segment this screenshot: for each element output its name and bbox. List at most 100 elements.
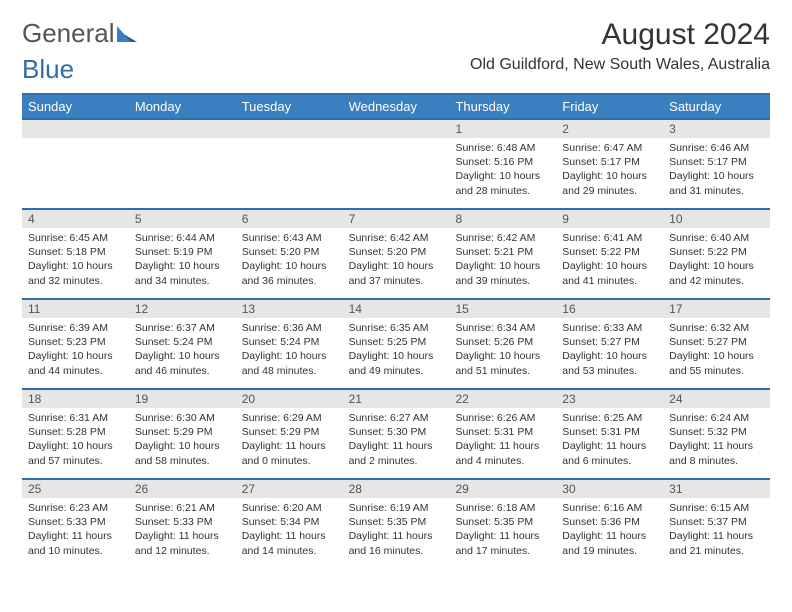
day-details: Sunrise: 6:20 AMSunset: 5:34 PMDaylight:… — [236, 498, 343, 562]
day-cell: 15Sunrise: 6:34 AMSunset: 5:26 PMDayligh… — [449, 300, 556, 388]
sunset-text: Sunset: 5:37 PM — [669, 515, 764, 529]
daylight-text: Daylight: 11 hours and 12 minutes. — [135, 529, 230, 557]
sunset-text: Sunset: 5:31 PM — [455, 425, 550, 439]
day-number: 4 — [22, 210, 129, 228]
day-cell: 10Sunrise: 6:40 AMSunset: 5:22 PMDayligh… — [663, 210, 770, 298]
sunrise-text: Sunrise: 6:45 AM — [28, 231, 123, 245]
daylight-text: Daylight: 11 hours and 17 minutes. — [455, 529, 550, 557]
day-details: Sunrise: 6:36 AMSunset: 5:24 PMDaylight:… — [236, 318, 343, 382]
day-cell: 31 Sunrise: 6:15 AMSunset: 5:37 PMDayligh… — [663, 480, 770, 568]
sunset-text: Sunset: 5:31 PM — [562, 425, 657, 439]
calendar-page: General August 2024 Old Guildford, New S… — [0, 0, 792, 586]
sunset-text: Sunset: 5:34 PM — [242, 515, 337, 529]
day-number: 30 — [556, 480, 663, 498]
day-cell: 5Sunrise: 6:44 AMSunset: 5:19 PMDaylight… — [129, 210, 236, 298]
dow-sunday: Sunday — [22, 95, 129, 118]
day-number: 19 — [129, 390, 236, 408]
day-cell: 3Sunrise: 6:46 AMSunset: 5:17 PMDaylight… — [663, 120, 770, 208]
sunset-text: Sunset: 5:35 PM — [349, 515, 444, 529]
day-details: Sunrise: 6:29 AMSunset: 5:29 PMDaylight:… — [236, 408, 343, 472]
sunset-text: Sunset: 5:30 PM — [349, 425, 444, 439]
sunrise-text: Sunrise: 6:32 AM — [669, 321, 764, 335]
daylight-text: Daylight: 11 hours and 19 minutes. — [562, 529, 657, 557]
daylight-text: Daylight: 10 hours and 49 minutes. — [349, 349, 444, 377]
daylight-text: Daylight: 11 hours and 6 minutes. — [562, 439, 657, 467]
day-details: Sunrise: 6:30 AMSunset: 5:29 PMDaylight:… — [129, 408, 236, 472]
sunset-text: Sunset: 5:16 PM — [455, 155, 550, 169]
day-cell: 1Sunrise: 6:48 AMSunset: 5:16 PMDaylight… — [449, 120, 556, 208]
sunrise-text: Sunrise: 6:18 AM — [455, 501, 550, 515]
sunset-text: Sunset: 5:29 PM — [135, 425, 230, 439]
sunrise-text: Sunrise: 6:36 AM — [242, 321, 337, 335]
daylight-text: Daylight: 11 hours and 21 minutes. — [669, 529, 764, 557]
sunrise-text: Sunrise: 6:46 AM — [669, 141, 764, 155]
day-cell — [129, 120, 236, 208]
day-details: Sunrise: 6:31 AMSunset: 5:28 PMDaylight:… — [22, 408, 129, 472]
sunset-text: Sunset: 5:22 PM — [669, 245, 764, 259]
daylight-text: Daylight: 11 hours and 2 minutes. — [349, 439, 444, 467]
day-cell: 24Sunrise: 6:24 AMSunset: 5:32 PMDayligh… — [663, 390, 770, 478]
sunrise-text: Sunrise: 6:21 AM — [135, 501, 230, 515]
day-cell — [236, 120, 343, 208]
day-cell: 20Sunrise: 6:29 AMSunset: 5:29 PMDayligh… — [236, 390, 343, 478]
sunrise-text: Sunrise: 6:24 AM — [669, 411, 764, 425]
sunrise-text: Sunrise: 6:44 AM — [135, 231, 230, 245]
daylight-text: Daylight: 10 hours and 37 minutes. — [349, 259, 444, 287]
daylight-text: Daylight: 10 hours and 28 minutes. — [455, 169, 550, 197]
title-block: August 2024 Old Guildford, New South Wal… — [470, 18, 770, 74]
day-details: Sunrise: 6:27 AMSunset: 5:30 PMDaylight:… — [343, 408, 450, 472]
daylight-text: Daylight: 11 hours and 16 minutes. — [349, 529, 444, 557]
sunrise-text: Sunrise: 6:33 AM — [562, 321, 657, 335]
day-cell: 2Sunrise: 6:47 AMSunset: 5:17 PMDaylight… — [556, 120, 663, 208]
day-details: Sunrise: 6:40 AMSunset: 5:22 PMDaylight:… — [663, 228, 770, 292]
sunset-text: Sunset: 5:20 PM — [349, 245, 444, 259]
day-number: 7 — [343, 210, 450, 228]
daylight-text: Daylight: 10 hours and 29 minutes. — [562, 169, 657, 197]
day-number — [129, 120, 236, 138]
day-number: 28 — [343, 480, 450, 498]
day-number: 27 — [236, 480, 343, 498]
week-row: 11Sunrise: 6:39 AMSunset: 5:23 PMDayligh… — [22, 298, 770, 388]
day-number: 6 — [236, 210, 343, 228]
daylight-text: Daylight: 10 hours and 34 minutes. — [135, 259, 230, 287]
day-number: 23 — [556, 390, 663, 408]
day-cell: 26Sunrise: 6:21 AMSunset: 5:33 PMDayligh… — [129, 480, 236, 568]
day-number: 15 — [449, 300, 556, 318]
day-number: 11 — [22, 300, 129, 318]
logo: General — [22, 18, 137, 49]
day-cell: 7 Sunrise: 6:42 AMSunset: 5:20 PMDaylight… — [343, 210, 450, 298]
day-number: 20 — [236, 390, 343, 408]
day-details: Sunrise: 6:44 AMSunset: 5:19 PMDaylight:… — [129, 228, 236, 292]
sunset-text: Sunset: 5:17 PM — [562, 155, 657, 169]
sunrise-text: Sunrise: 6:15 AM — [669, 501, 764, 515]
day-details: Sunrise: 6:39 AMSunset: 5:23 PMDaylight:… — [22, 318, 129, 382]
day-cell: 19Sunrise: 6:30 AMSunset: 5:29 PMDayligh… — [129, 390, 236, 478]
day-details: Sunrise: 6:47 AMSunset: 5:17 PMDaylight:… — [556, 138, 663, 202]
sunrise-text: Sunrise: 6:29 AM — [242, 411, 337, 425]
sunset-text: Sunset: 5:36 PM — [562, 515, 657, 529]
day-number: 14 — [343, 300, 450, 318]
day-number: 5 — [129, 210, 236, 228]
day-number: 13 — [236, 300, 343, 318]
day-details: Sunrise: 6:42 AMSunset: 5:21 PMDaylight:… — [449, 228, 556, 292]
sunrise-text: Sunrise: 6:30 AM — [135, 411, 230, 425]
dow-saturday: Saturday — [663, 95, 770, 118]
sunrise-text: Sunrise: 6:37 AM — [135, 321, 230, 335]
day-of-week-row: Sunday Monday Tuesday Wednesday Thursday… — [22, 95, 770, 118]
day-details: Sunrise: 6:24 AMSunset: 5:32 PMDaylight:… — [663, 408, 770, 472]
day-details: Sunrise: 6:19 AMSunset: 5:35 PMDaylight:… — [343, 498, 450, 562]
sunrise-text: Sunrise: 6:42 AM — [349, 231, 444, 245]
week-row: 1Sunrise: 6:48 AMSunset: 5:16 PMDaylight… — [22, 118, 770, 208]
sunrise-text: Sunrise: 6:34 AM — [455, 321, 550, 335]
day-details: Sunrise: 6:18 AMSunset: 5:35 PMDaylight:… — [449, 498, 556, 562]
sunrise-text: Sunrise: 6:26 AM — [455, 411, 550, 425]
dow-tuesday: Tuesday — [236, 95, 343, 118]
day-details: Sunrise: 6:43 AMSunset: 5:20 PMDaylight:… — [236, 228, 343, 292]
day-number: 25 — [22, 480, 129, 498]
sunrise-text: Sunrise: 6:20 AM — [242, 501, 337, 515]
day-number: 21 — [343, 390, 450, 408]
day-number: 8 — [449, 210, 556, 228]
day-number: 31 — [663, 480, 770, 498]
day-cell: 8Sunrise: 6:42 AMSunset: 5:21 PMDaylight… — [449, 210, 556, 298]
day-number: 9 — [556, 210, 663, 228]
